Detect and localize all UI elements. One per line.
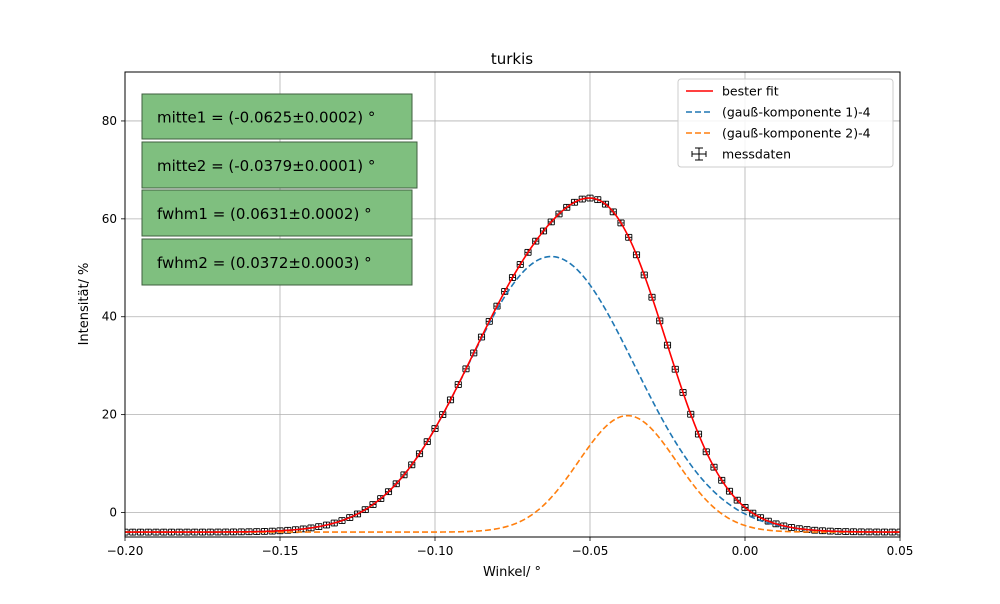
x-tick-label: 0.05 — [887, 544, 914, 558]
y-tick-label: 20 — [102, 408, 117, 422]
y-tick-label: 60 — [102, 212, 117, 226]
legend-item: (gauß-komponente 2)-4 — [686, 126, 871, 141]
y-axis: 0 20 40 60 80 — [102, 114, 125, 520]
data-point — [741, 504, 749, 511]
plot-frame — [124, 71, 901, 538]
x-axis-label: Winkel/ ° — [483, 565, 541, 580]
legend-label: messdaten — [722, 147, 791, 162]
legend-label: (gauß-komponente 2)-4 — [722, 126, 871, 141]
y-axis-label: Intensität/ % — [77, 263, 92, 346]
x-tick-label: −0.05 — [572, 544, 609, 558]
annotation-background — [141, 238, 413, 286]
x-tick-label: −0.20 — [107, 544, 144, 558]
annotation-box: mitte1 = (-0.0625±0.0002) ° — [141, 93, 413, 140]
series-layer — [125, 194, 900, 536]
annotation-text: mitte2 = (-0.0379±0.0001) ° — [157, 157, 375, 175]
chart-title: turkis — [491, 50, 533, 68]
legend-label: (gauß-komponente 1)-4 — [722, 105, 871, 120]
y-tick-label: 0 — [109, 506, 117, 520]
annotation-box: fwhm1 = (0.0631±0.0002) ° — [141, 189, 413, 237]
annotation-background — [141, 189, 413, 237]
x-tick-label: −0.10 — [417, 544, 454, 558]
y-tick-label: 40 — [102, 310, 117, 324]
annotations: mitte1 = (-0.0625±0.0002) ° mitte2 = (-0.… — [141, 93, 418, 286]
annotation-box: fwhm2 = (0.0372±0.0003) ° — [141, 238, 413, 286]
annotation-text: fwhm2 = (0.0372±0.0003) ° — [157, 254, 372, 272]
x-axis: −0.20 −0.15 −0.10 −0.05 0.00 0.05 — [107, 537, 914, 558]
series-line — [125, 197, 900, 533]
annotation-text: mitte1 = (-0.0625±0.0002) ° — [157, 109, 375, 127]
legend-frame — [677, 78, 894, 168]
annotation-box: mitte2 = (-0.0379±0.0001) ° — [141, 141, 418, 189]
legend: bester fit (gauß-komponente 1)-4 (gauß-kom… — [677, 78, 894, 168]
x-tick-label: −0.15 — [262, 544, 299, 558]
data-point — [516, 261, 524, 268]
annotation-background — [141, 141, 418, 189]
annotation-background — [141, 93, 413, 140]
annotation-text: fwhm1 = (0.0631±0.0002) ° — [157, 205, 372, 223]
data-point — [656, 317, 664, 325]
y-tick-label: 80 — [102, 114, 117, 128]
legend-item: (gauß-komponente 1)-4 — [686, 105, 871, 120]
legend-item: bester fit — [686, 84, 779, 99]
legend-item: messdaten — [691, 147, 791, 162]
x-tick-label: 0.00 — [732, 544, 759, 558]
legend-label: bester fit — [722, 84, 779, 99]
